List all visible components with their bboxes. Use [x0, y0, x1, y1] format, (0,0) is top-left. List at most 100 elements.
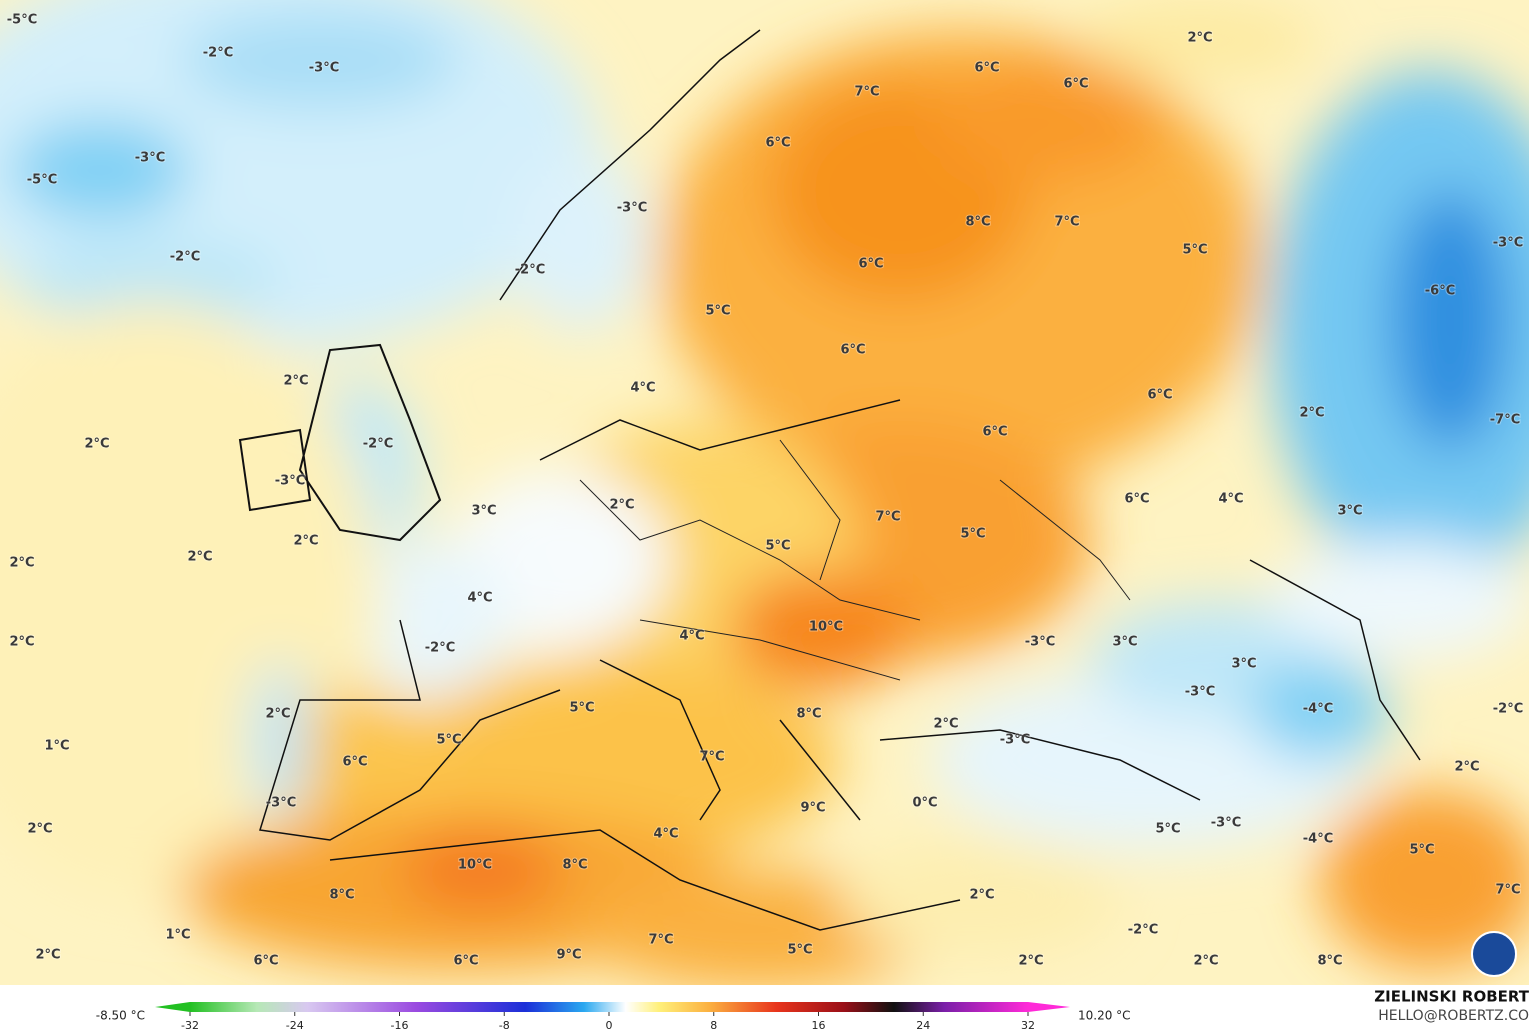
temp-label: 8°C [329, 888, 354, 903]
temp-label: -6°C [1425, 284, 1455, 299]
temp-label: 5°C [436, 733, 461, 748]
temp-label: -5°C [7, 13, 37, 28]
temp-label: 2°C [283, 374, 308, 389]
colorbar-bar [190, 1002, 1028, 1012]
temp-label: 2°C [9, 556, 34, 571]
colorbar-arrow [155, 1002, 190, 1012]
temp-label: 3°C [1112, 635, 1137, 650]
temp-label: 7°C [854, 85, 879, 100]
temp-label: -3°C [617, 201, 647, 216]
temp-label: 6°C [974, 61, 999, 76]
temp-label: -3°C [1493, 236, 1523, 251]
temp-label: 9°C [800, 801, 825, 816]
temp-label: 4°C [630, 381, 655, 396]
colorbar-tick-label: 16 [812, 1019, 826, 1032]
temp-label: 8°C [1317, 954, 1342, 969]
colorbar-tick-label: -32 [181, 1019, 199, 1032]
temp-label: -3°C [309, 61, 339, 76]
colorbar-tick-label: 24 [916, 1019, 930, 1032]
temp-label: 8°C [796, 707, 821, 722]
temp-label: 2°C [84, 437, 109, 452]
temp-label: 2°C [1299, 406, 1324, 421]
temp-label: -2°C [1128, 923, 1158, 938]
temp-label: 2°C [35, 948, 60, 963]
temp-label: 5°C [569, 701, 594, 716]
temp-label: -2°C [1493, 702, 1523, 717]
temp-label: 4°C [653, 827, 678, 842]
temp-label: 7°C [648, 933, 673, 948]
temp-label: 5°C [1182, 243, 1207, 258]
temp-label: 4°C [679, 629, 704, 644]
temp-label: 7°C [1054, 215, 1079, 230]
coastline [259, 29, 1421, 931]
temp-label: 8°C [562, 858, 587, 873]
author: ZIELINSKI ROBERT [1374, 988, 1529, 1006]
temp-label: 7°C [1495, 883, 1520, 898]
temp-label: 5°C [1155, 822, 1180, 837]
colorbar-tick-label: 32 [1021, 1019, 1035, 1032]
temp-label: -2°C [363, 437, 393, 452]
temp-label: 5°C [1409, 843, 1434, 858]
temp-label: 6°C [1124, 492, 1149, 507]
temp-label: 2°C [1193, 954, 1218, 969]
colorbar: -8.50 °C 10.20 °C -32 -24 -16 -8 0 8 16 24 32 [96, 1002, 1131, 1032]
temp-label: 2°C [27, 822, 52, 837]
temp-label: 3°C [1337, 504, 1362, 519]
colorbar-tick-label: 8 [710, 1019, 717, 1032]
temp-label: 2°C [933, 717, 958, 732]
colorbar-max: 10.20 °C [1078, 1009, 1131, 1023]
colorbar-min: -8.50 °C [96, 1009, 145, 1023]
temp-label: -3°C [1000, 733, 1030, 748]
temp-label: -3°C [266, 796, 296, 811]
temp-label: 0°C [912, 796, 937, 811]
temp-label: -3°C [275, 474, 305, 489]
temp-label: 7°C [875, 510, 900, 525]
temp-label: 10°C [809, 620, 843, 635]
temp-label: 5°C [705, 304, 730, 319]
temp-label: 5°C [765, 539, 790, 554]
temp-label: 6°C [858, 257, 883, 272]
temp-label: 6°C [342, 755, 367, 770]
colorbar-tick-label: -8 [499, 1019, 510, 1032]
temp-label: 6°C [840, 343, 865, 358]
noaa-logo [1471, 931, 1517, 977]
temp-label: -4°C [1303, 702, 1333, 717]
temp-label: 2°C [1018, 954, 1043, 969]
email: HELLO@ROBERTZ.CO [1378, 1008, 1529, 1024]
temp-label: 2°C [265, 707, 290, 722]
temp-label: 1°C [165, 928, 190, 943]
border [579, 439, 1131, 681]
temp-label: 2°C [293, 534, 318, 549]
temp-label: -3°C [1185, 685, 1215, 700]
temp-label: 2°C [609, 498, 634, 513]
temp-label: 6°C [253, 954, 278, 969]
temp-label: -7°C [1490, 413, 1520, 428]
temp-label: -3°C [135, 151, 165, 166]
temp-label: -4°C [1303, 832, 1333, 847]
temp-label: 2°C [187, 550, 212, 565]
coastline [238, 343, 442, 542]
temp-label: 6°C [765, 136, 790, 151]
colorbar-tick-label: 0 [606, 1019, 613, 1032]
temp-label: 6°C [1147, 388, 1172, 403]
temp-label: 5°C [960, 527, 985, 542]
temp-label: -2°C [515, 263, 545, 278]
temp-label: -3°C [1211, 816, 1241, 831]
temp-label: 1°C [44, 739, 69, 754]
temp-label: 4°C [467, 591, 492, 606]
temp-label: 4°C [1218, 492, 1243, 507]
temp-label: -2°C [203, 46, 233, 61]
temp-label: -5°C [27, 173, 57, 188]
temp-label: -2°C [170, 250, 200, 265]
temp-label: 6°C [1063, 77, 1088, 92]
temp-label: 8°C [965, 215, 990, 230]
temp-label: -3°C [1025, 635, 1055, 650]
temp-label: 9°C [556, 948, 581, 963]
colorbar-tick-label: -16 [391, 1019, 409, 1032]
temp-label: 6°C [453, 954, 478, 969]
colorbar-arrow [1028, 1002, 1070, 1012]
temp-label: 2°C [1187, 31, 1212, 46]
temp-label: 2°C [1454, 760, 1479, 775]
temp-label: 10°C [458, 858, 492, 873]
